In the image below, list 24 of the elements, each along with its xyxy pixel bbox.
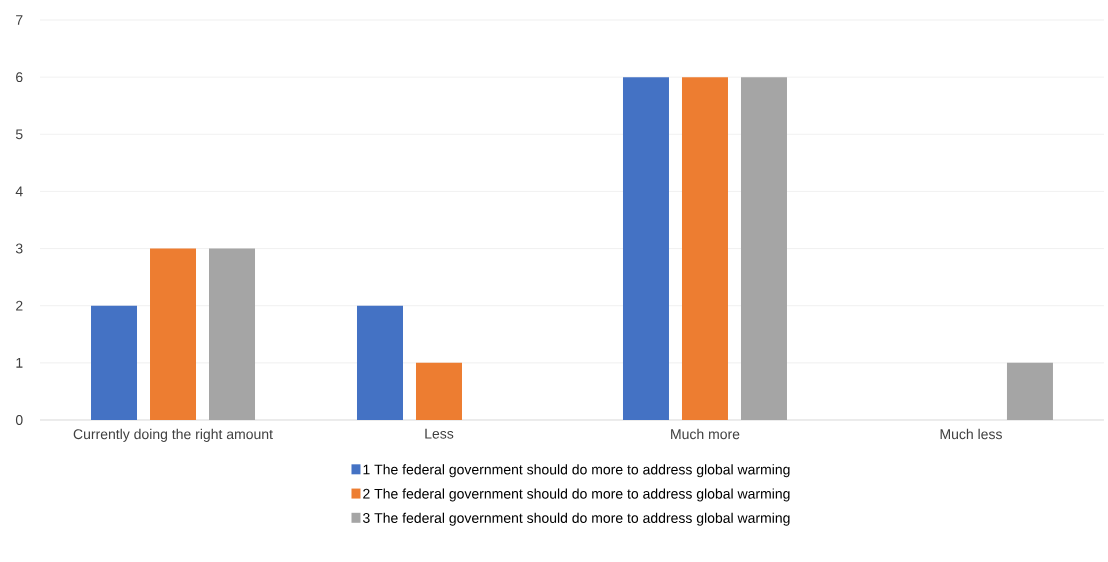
x-tick-label: Currently doing the right amount bbox=[73, 428, 273, 442]
legend-label: 1 The federal government should do more to address global warming bbox=[363, 464, 790, 478]
legend-label: 3 The federal government should do more to address global warming bbox=[363, 512, 790, 526]
bar bbox=[150, 248, 197, 420]
y-tick-label: 3 bbox=[15, 243, 23, 254]
bar bbox=[357, 305, 403, 420]
x-tick-label: Much less bbox=[940, 428, 1002, 440]
bar bbox=[91, 305, 138, 420]
y-tick-label: 5 bbox=[15, 129, 23, 140]
bar bbox=[1006, 362, 1053, 420]
bar bbox=[681, 77, 728, 420]
y-tick-label: 2 bbox=[16, 300, 23, 311]
y-tick-label: 6 bbox=[16, 72, 23, 83]
y-tick-label: 4 bbox=[15, 186, 23, 197]
bar bbox=[209, 248, 256, 420]
bar bbox=[622, 77, 669, 420]
x-tick-label: Much more bbox=[671, 428, 740, 440]
y-tick-label: 1 bbox=[16, 358, 23, 368]
y-tick-label: 0 bbox=[15, 415, 23, 425]
bar bbox=[416, 362, 462, 420]
legend-label: 2 The federal government should do more to address global warming bbox=[363, 488, 790, 502]
bar bbox=[740, 77, 787, 420]
y-tick-label: 7 bbox=[16, 15, 23, 25]
x-tick-label: Less bbox=[425, 428, 454, 439]
